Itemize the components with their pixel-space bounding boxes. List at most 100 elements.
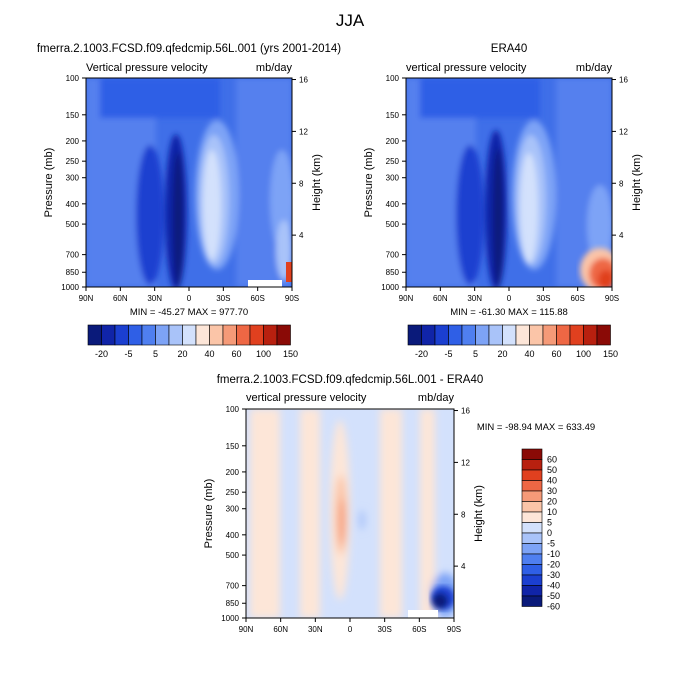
colorbar-swatch <box>521 532 543 544</box>
x-tick-label: 30N <box>308 625 323 634</box>
y-tick-label: 700 <box>226 582 240 591</box>
y-tick-label: 150 <box>66 111 80 120</box>
y-tick-label: 150 <box>226 442 240 451</box>
x-tick-label: 90N <box>79 294 94 303</box>
colorbar-swatch <box>421 324 436 346</box>
colorbar-label: 20 <box>497 349 507 359</box>
colorbar-swatch <box>263 324 278 346</box>
colorbar-swatch <box>502 324 517 346</box>
y-tick-label: 700 <box>386 251 400 260</box>
y-tick-label: 100 <box>66 74 80 83</box>
colorbar-label: -5 <box>444 349 452 359</box>
contour-field <box>246 409 454 618</box>
x-tick-label: 60S <box>412 625 426 634</box>
colorbar-label: 30 <box>547 486 557 496</box>
colorbar-swatch <box>521 595 543 607</box>
colorbar-label: 40 <box>204 349 214 359</box>
colorbar-swatch <box>141 324 156 346</box>
y-tick-label: 250 <box>66 157 80 166</box>
colorbar-label: -40 <box>547 581 560 591</box>
colorbar-label: -5 <box>547 539 555 549</box>
y-tick-label: 850 <box>66 268 80 277</box>
colorbar-swatch <box>556 324 571 346</box>
y2-tick-label: 4 <box>299 231 304 240</box>
colorbar-swatch <box>155 324 170 346</box>
y2-tick-label: 8 <box>461 510 466 519</box>
colorbar-swatch <box>434 324 449 346</box>
colorbar-swatch <box>448 324 463 346</box>
y-tick-label: 400 <box>386 200 400 209</box>
colorbar-swatch <box>222 324 237 346</box>
x-tick-label: 0 <box>348 625 353 634</box>
y2-tick-label: 4 <box>461 562 466 571</box>
colorbar-label: 40 <box>547 476 557 486</box>
contour-field <box>86 78 292 287</box>
y-tick-label: 400 <box>66 200 80 209</box>
colorbar-label: 100 <box>256 349 271 359</box>
y-tick-label: 1000 <box>61 283 79 292</box>
colorbar-swatch <box>521 553 543 565</box>
colorbar-swatch <box>249 324 264 346</box>
colorbar-swatch <box>515 324 530 346</box>
y-tick-label: 250 <box>386 157 400 166</box>
x-tick-label: 30N <box>467 294 482 303</box>
y2-tick-label: 12 <box>619 127 628 136</box>
colorbar-swatch <box>569 324 584 346</box>
stats-label: MIN = -98.94 MAX = 633.49 <box>477 422 595 433</box>
x-tick-label: 60N <box>273 625 288 634</box>
colorbar-swatch <box>596 324 611 346</box>
x-tick-label: 90S <box>605 294 619 303</box>
x-tick-label: 90S <box>285 294 299 303</box>
colorbar-label: -20 <box>95 349 108 359</box>
x-tick-label: 90N <box>399 294 414 303</box>
colorbar-swatch <box>276 324 291 346</box>
colorbar-label: 20 <box>177 349 187 359</box>
y2-tick-label: 4 <box>619 231 624 240</box>
y-tick-label: 1000 <box>221 614 239 623</box>
panel-unit-label: mb/day <box>256 62 293 74</box>
colorbar-swatch <box>521 574 543 586</box>
colorbar-label: 150 <box>283 349 298 359</box>
x-tick-label: 60S <box>571 294 585 303</box>
y-tick-label: 300 <box>66 174 80 183</box>
y2-tick-label: 12 <box>299 127 308 136</box>
y-tick-label: 100 <box>386 74 400 83</box>
y-tick-label: 300 <box>226 505 240 514</box>
y-tick-label: 200 <box>66 137 80 146</box>
y2-tick-label: 8 <box>299 179 304 188</box>
panel-difference: fmerra.2.1003.FCSD.f09.qfedcmip.56L.001 … <box>203 374 595 634</box>
colorbar-label: -60 <box>547 602 560 612</box>
x-tick-label: 30N <box>147 294 162 303</box>
colorbar-swatch <box>101 324 116 346</box>
colorbar-label: -5 <box>124 349 132 359</box>
panel-unit-label: mb/day <box>418 392 455 404</box>
colorbar-swatch <box>195 324 210 346</box>
y-tick-label: 500 <box>66 220 80 229</box>
y-tick-label: 150 <box>386 111 400 120</box>
y-tick-label: 100 <box>226 405 240 414</box>
y2-axis-title: Height (km) <box>473 485 485 542</box>
colorbar-model: -20 -5 5 20 40 60 100 150 <box>87 324 298 359</box>
colorbar-swatch <box>542 324 557 346</box>
colorbar-swatch <box>529 324 544 346</box>
colorbar-swatch <box>521 511 543 523</box>
colorbar-swatch <box>521 490 543 502</box>
colorbar-swatch <box>475 324 490 346</box>
y-axis-title: Pressure (mb) <box>363 148 375 218</box>
y-axis-title: Pressure (mb) <box>43 148 55 218</box>
y-tick-label: 1000 <box>381 283 399 292</box>
panel-era40: ERA40 vertical pressure velocity mb/day <box>363 43 643 318</box>
colorbar-swatch <box>236 324 251 346</box>
y-tick-label: 500 <box>226 551 240 560</box>
colorbar-swatch <box>209 324 224 346</box>
colorbar-label: -20 <box>547 560 560 570</box>
y-tick-label: 200 <box>386 137 400 146</box>
y2-axis-title: Height (km) <box>631 154 643 211</box>
colorbar-label: 5 <box>153 349 158 359</box>
colorbar-swatch <box>521 543 543 555</box>
colorbar-swatch <box>521 585 543 597</box>
colorbar-swatch <box>128 324 143 346</box>
colorbar-swatch <box>521 564 543 576</box>
